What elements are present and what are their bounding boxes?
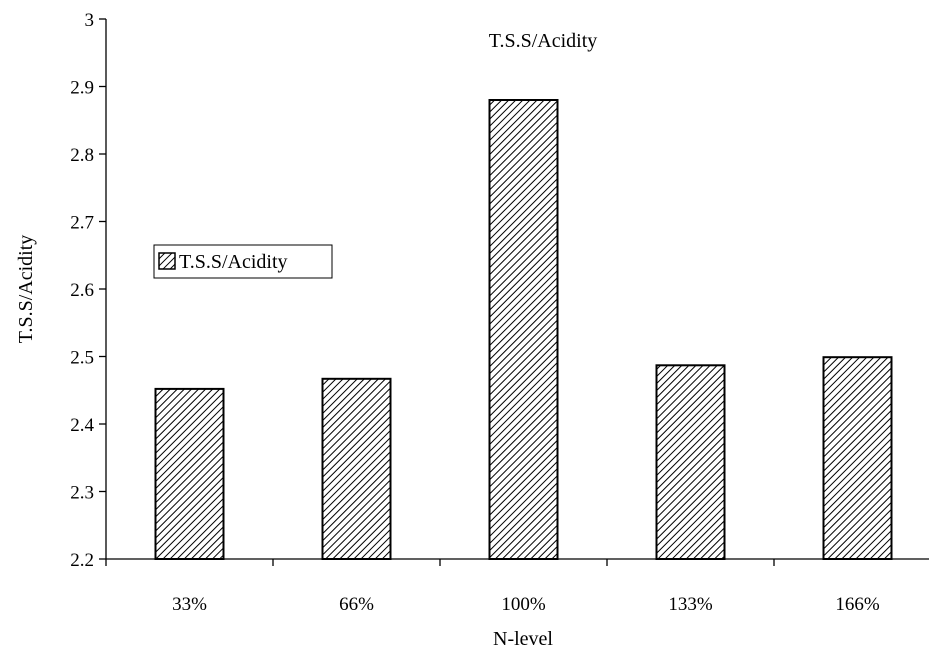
legend-entry-label: T.S.S/Acidity	[179, 251, 288, 273]
bar-33pct	[154, 387, 225, 560]
y-tick-label: 2.6	[70, 280, 94, 301]
bars-layer	[154, 99, 893, 561]
x-axis-label: N-level	[493, 628, 553, 650]
y-axis-label: T.S.S/Acidity	[15, 235, 37, 344]
bar-166pct	[822, 356, 893, 561]
bar-133pct	[655, 364, 726, 560]
bar-annotation: T.S.S/Acidity	[489, 30, 598, 52]
axes-layer	[99, 18, 929, 566]
y-tick-label: 2.7	[70, 213, 94, 234]
legend: T.S.S/Acidity	[153, 244, 333, 279]
y-tick-label: 2.5	[70, 348, 94, 369]
y-tick-label: 2.8	[70, 145, 94, 166]
y-tick-label: 2.4	[70, 415, 94, 436]
x-tick-label: 33%	[172, 594, 207, 615]
ticks-layer: 33% 66% 100% 133% 166% 2.2 2.3 2.4 2.5 2.6 2.7 2.8 2…	[70, 10, 880, 615]
y-tick-label: 2.9	[70, 78, 94, 99]
legend-swatch	[158, 252, 176, 270]
y-tick-label: 2.3	[70, 483, 94, 504]
bar-100pct	[488, 99, 559, 560]
y-tick-label: 2.2	[70, 550, 94, 571]
x-tick-label: 166%	[835, 594, 880, 615]
bar-66pct	[321, 377, 392, 560]
x-tick-label: 100%	[501, 594, 546, 615]
x-tick-label: 66%	[339, 594, 374, 615]
x-tick-label: 133%	[668, 594, 713, 615]
y-tick-label: 3	[85, 10, 95, 31]
legend-box	[153, 244, 333, 279]
